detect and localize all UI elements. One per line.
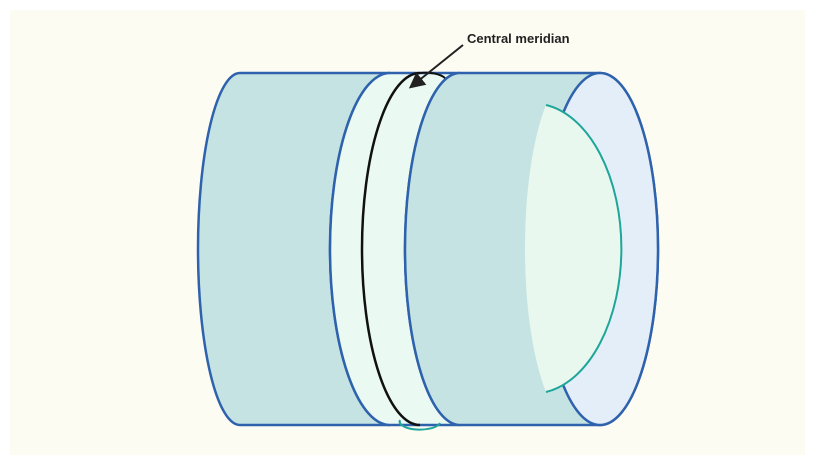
label: Central meridian <box>467 31 570 46</box>
end-surface <box>524 105 622 392</box>
band-bottom <box>398 419 441 431</box>
pointer-arrow <box>408 44 464 89</box>
meridian <box>360 71 421 427</box>
end-arc <box>545 104 623 393</box>
